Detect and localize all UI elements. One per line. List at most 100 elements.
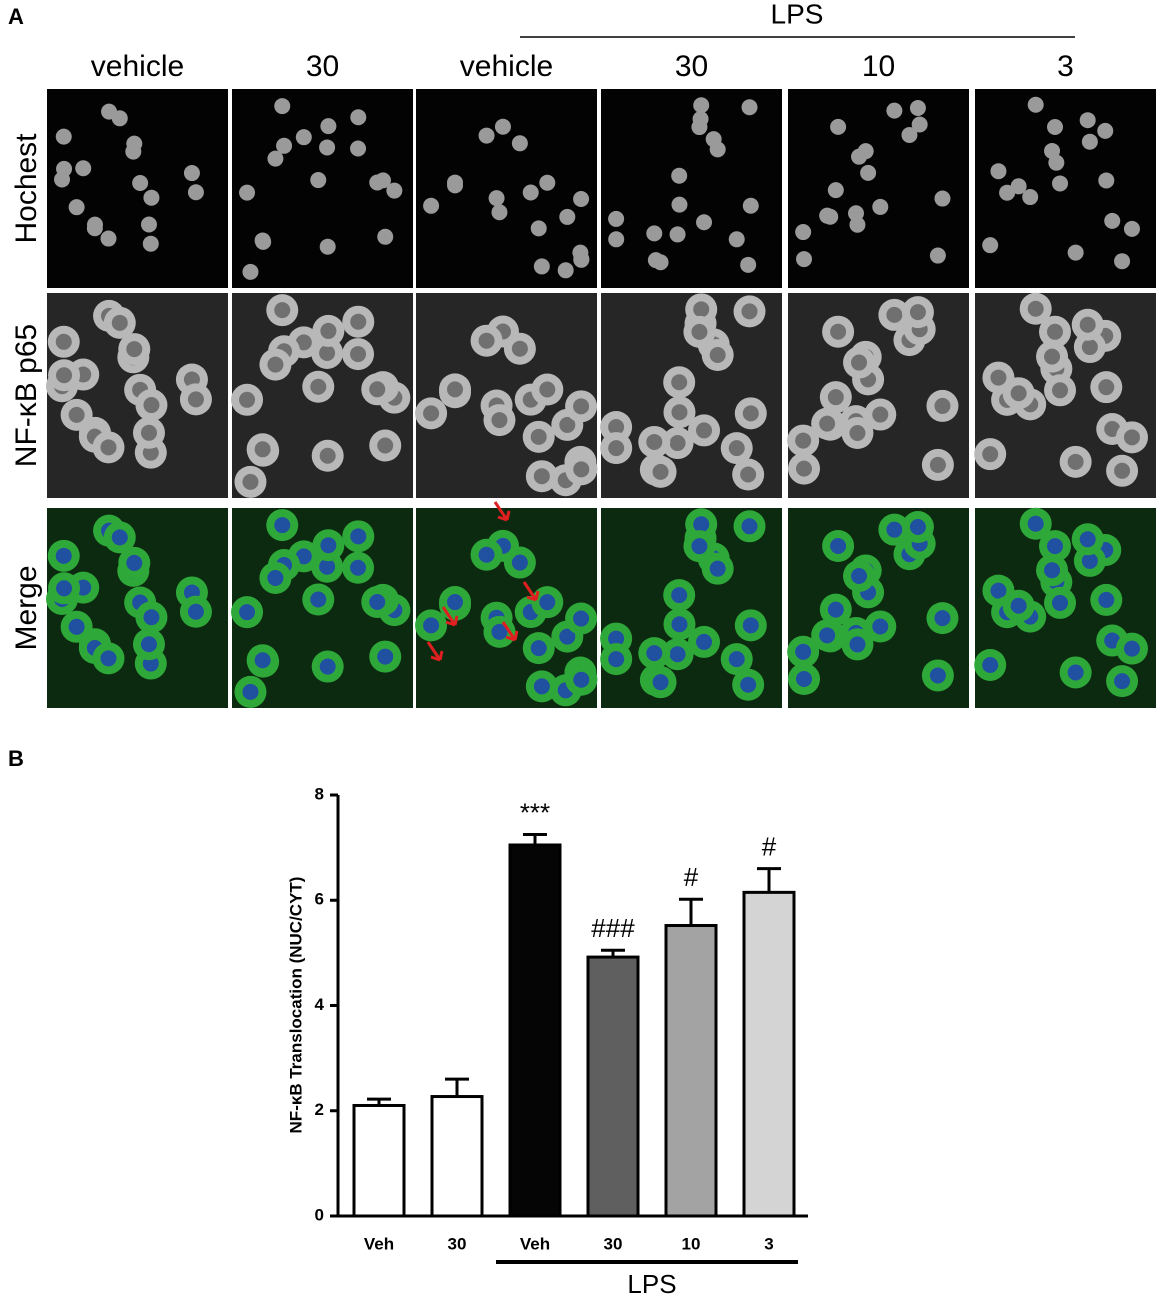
nucleus	[741, 303, 758, 320]
nucleus	[872, 406, 889, 423]
nucleus	[56, 580, 73, 597]
nucleus	[111, 110, 128, 127]
nucleus	[872, 618, 889, 635]
nucleus	[796, 460, 813, 477]
nucleus	[741, 518, 758, 535]
nucleus	[1010, 385, 1027, 402]
annotation: #	[762, 832, 777, 862]
nucleus	[849, 636, 866, 653]
y-tick-label: 4	[315, 995, 325, 1014]
group-label: LPS	[771, 0, 824, 29]
nucleus	[274, 302, 291, 319]
nucleus	[795, 224, 812, 241]
nucleus	[310, 591, 327, 608]
nucleus	[830, 118, 847, 135]
nucleus	[239, 604, 256, 621]
nucleus	[728, 651, 745, 668]
nucleus	[447, 594, 464, 611]
nucleus	[295, 129, 312, 146]
nucleus	[652, 463, 669, 480]
nucleus	[447, 174, 464, 191]
nucleus	[56, 160, 73, 177]
nucleus	[386, 182, 403, 199]
nucleus	[671, 404, 688, 421]
nucleus	[740, 676, 757, 693]
nucleus	[1123, 640, 1140, 657]
arrow	[522, 581, 540, 602]
nucleus	[709, 141, 726, 158]
nucleus	[929, 667, 946, 684]
nucleus	[573, 190, 590, 207]
nucleus	[140, 216, 157, 233]
bar	[352, 1103, 406, 1218]
nucleus	[671, 167, 688, 184]
nucleus	[740, 466, 757, 483]
column-label: 30	[306, 50, 339, 83]
nucleus	[242, 473, 259, 490]
panel-label: B	[8, 746, 24, 771]
nucleus	[646, 645, 663, 662]
nucleus	[494, 118, 511, 135]
nucleus	[478, 127, 495, 144]
row-label: NF-κB p65	[10, 324, 43, 467]
nucleus	[539, 594, 556, 611]
nucleus	[1104, 632, 1121, 649]
nucleus	[1027, 515, 1044, 532]
nucleus	[830, 323, 847, 340]
nucleus	[1079, 531, 1096, 548]
row-label: Merge	[10, 565, 43, 650]
nucleus	[990, 582, 1007, 599]
nucleus	[111, 529, 128, 546]
nucleus	[608, 210, 625, 227]
x-tick-label: Veh	[520, 1234, 550, 1253]
nucleus	[239, 391, 256, 408]
arrow	[493, 501, 511, 522]
nucleus	[132, 175, 149, 192]
column-label: vehicle	[460, 50, 553, 83]
y-tick-label: 8	[315, 784, 324, 803]
nucleus	[75, 160, 92, 177]
nucleus	[140, 424, 157, 441]
nucleus	[254, 441, 271, 458]
nucleus	[533, 678, 550, 695]
nucleus	[1027, 300, 1044, 317]
nucleus	[573, 671, 590, 688]
nucleus	[557, 262, 574, 279]
y-tick-label: 0	[315, 1205, 324, 1224]
nucleus	[478, 546, 495, 563]
nucleus	[100, 650, 117, 667]
nucleus	[350, 559, 367, 576]
nucleus	[1010, 597, 1027, 614]
nucleus	[573, 610, 590, 627]
nucleus	[911, 116, 928, 133]
nucleus	[530, 428, 547, 445]
nucleus	[1079, 316, 1096, 333]
nucleus	[511, 554, 528, 571]
nucleus	[909, 519, 926, 536]
nucleus	[55, 547, 72, 564]
nucleus	[377, 648, 394, 665]
nucleus	[310, 378, 327, 395]
nucleus	[86, 220, 103, 237]
nucleus	[849, 425, 866, 442]
nucleus	[608, 651, 625, 668]
nucleus	[242, 263, 259, 280]
nucleus	[126, 135, 143, 152]
nucleus	[320, 322, 337, 339]
nucleus	[1047, 323, 1064, 340]
nucleus	[742, 197, 759, 214]
nucleus	[239, 184, 256, 201]
nucleus	[511, 340, 528, 357]
nucleus	[886, 521, 903, 538]
nucleus	[142, 235, 159, 252]
nucleus	[1081, 133, 1098, 150]
nucleus	[530, 640, 547, 657]
nucleus	[143, 609, 160, 626]
nucleus	[1047, 118, 1064, 135]
nucleus	[1052, 594, 1069, 611]
nucleus	[573, 398, 590, 415]
nucleus	[559, 208, 576, 225]
nucleus	[608, 231, 625, 248]
nucleus	[929, 247, 946, 264]
nucleus	[982, 446, 999, 463]
